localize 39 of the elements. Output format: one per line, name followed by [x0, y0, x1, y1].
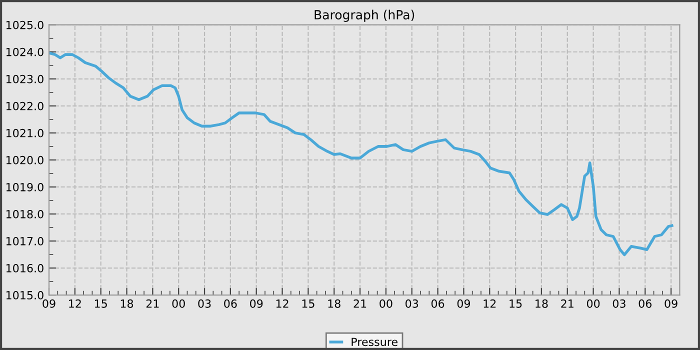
y-tick-label: 1017.0	[6, 236, 44, 246]
x-tick-label: 12	[276, 299, 288, 308]
x-tick-label: 00	[172, 299, 185, 308]
x-tick-label: 09	[250, 299, 263, 308]
y-tick-label: 1025.0	[6, 20, 44, 30]
x-tick-label: 09	[42, 299, 56, 308]
x-tick-label: 12	[69, 299, 81, 308]
x-tick-label: 12	[484, 299, 496, 308]
y-tick-label: 1015.0	[6, 291, 44, 300]
x-tick-label: 15	[94, 300, 107, 308]
y-tick-label: 1024.0	[6, 48, 44, 56]
y-tick-label: 1018.0	[6, 210, 44, 218]
x-tick-label: 00	[586, 299, 600, 308]
y-tick-label: 1016.0	[6, 264, 44, 272]
x-tick-label: 09	[457, 299, 470, 308]
x-tick-label: 09	[664, 299, 678, 308]
y-tick-label: 1020.0	[6, 156, 44, 164]
y-tick-label: 1021.0	[6, 128, 44, 138]
x-tick-label: 06	[638, 299, 652, 308]
x-tick-label: 15	[302, 300, 314, 308]
y-tick-label: 1023.0	[6, 74, 44, 84]
x-tick-label: 18	[120, 299, 134, 308]
line-series	[49, 52, 674, 256]
x-tick-label: 15	[510, 300, 522, 308]
x-tick-label: 03	[406, 299, 418, 308]
x-tick-label: 00	[380, 299, 392, 308]
chart-title: Barograph (hPa)	[314, 10, 414, 22]
x-tick-label: 03	[612, 299, 626, 308]
y-tick-label: 1019.0	[6, 182, 44, 192]
legend-label: Pressure	[352, 338, 398, 346]
x-tick-label: 21	[146, 299, 159, 308]
x-tick-label: 06	[224, 299, 237, 308]
x-tick-label: 06	[431, 299, 444, 308]
y-tick-label: 1022.0	[6, 102, 44, 110]
x-tick-label: 21	[354, 299, 366, 308]
x-tick-label: 21	[561, 299, 574, 308]
x-tick-label: 18	[536, 299, 548, 308]
x-tick-label: 03	[198, 299, 211, 308]
x-tick-label: 18	[328, 299, 340, 308]
